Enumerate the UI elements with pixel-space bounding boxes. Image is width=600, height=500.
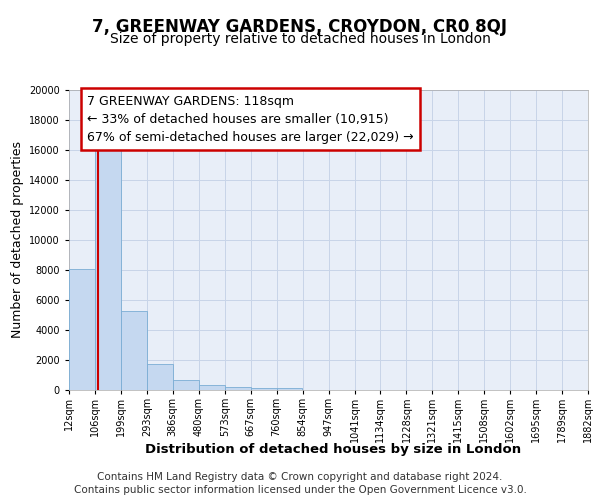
Text: Size of property relative to detached houses in London: Size of property relative to detached ho…: [110, 32, 490, 46]
Bar: [121, 310, 147, 390]
Text: 7 GREENWAY GARDENS: 118sqm
← 33% of detached houses are smaller (10,915)
67% of : 7 GREENWAY GARDENS: 118sqm ← 33% of deta…: [87, 94, 414, 144]
Text: 7, GREENWAY GARDENS, CROYDON, CR0 8QJ: 7, GREENWAY GARDENS, CROYDON, CR0 8QJ: [92, 18, 508, 36]
Bar: [251, 388, 277, 390]
Bar: [277, 388, 302, 390]
Bar: [224, 386, 251, 390]
Text: Distribution of detached houses by size in London: Distribution of detached houses by size …: [145, 442, 521, 456]
Text: Contains public sector information licensed under the Open Government Licence v3: Contains public sector information licen…: [74, 485, 526, 495]
Y-axis label: Number of detached properties: Number of detached properties: [11, 142, 23, 338]
Bar: [147, 364, 173, 390]
Text: Contains HM Land Registry data © Crown copyright and database right 2024.: Contains HM Land Registry data © Crown c…: [97, 472, 503, 482]
Bar: [95, 142, 121, 390]
Bar: [199, 385, 224, 390]
Bar: [173, 380, 199, 390]
Bar: [69, 268, 95, 390]
